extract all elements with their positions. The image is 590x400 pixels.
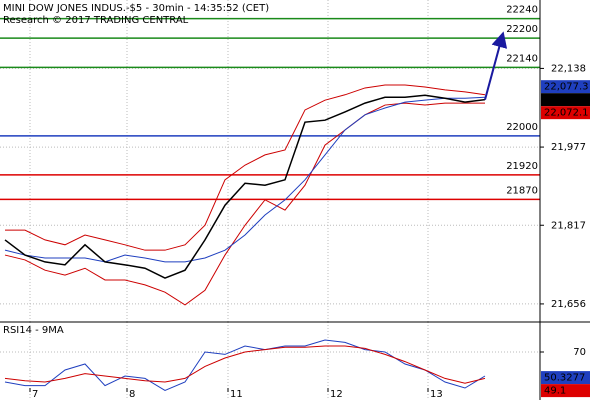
price-tag-label: 22,072.1 bbox=[544, 108, 589, 119]
series-line bbox=[4, 94, 486, 279]
y-tick-label: 22,138 bbox=[551, 63, 586, 74]
series-line bbox=[5, 84, 486, 251]
x-tick-label: 7 bbox=[32, 389, 38, 400]
chart-title: MINI DOW JONES INDUS.-$5 - 30min - 14:35… bbox=[3, 3, 269, 14]
level-label: 22000 bbox=[506, 122, 538, 133]
price-tag-label: 22,074 bbox=[544, 95, 579, 106]
price-tag-label: 49.1 bbox=[544, 386, 566, 397]
series-line bbox=[4, 339, 486, 391]
x-tick-label: 8 bbox=[129, 389, 135, 400]
level-label: 22140 bbox=[506, 53, 538, 64]
price-tag bbox=[541, 93, 590, 107]
series-line bbox=[4, 102, 485, 306]
price-tag bbox=[541, 384, 590, 398]
x-tick-label: 12 bbox=[330, 389, 343, 400]
series-line bbox=[4, 96, 486, 263]
level-label: 21920 bbox=[506, 161, 538, 172]
price-tag bbox=[541, 106, 590, 120]
x-tick-label: 11 bbox=[230, 389, 243, 400]
y-tick-label: 21,977 bbox=[551, 142, 586, 153]
y-tick-label: 21,817 bbox=[551, 220, 586, 231]
level-label: 22200 bbox=[506, 24, 538, 35]
y-tick-label: 70 bbox=[573, 347, 586, 358]
chart-subtitle: Research © 2017 TRADING CENTRAL bbox=[3, 15, 189, 26]
y-tick-label: 21,656 bbox=[551, 299, 586, 310]
x-tick-label: 13 bbox=[430, 389, 443, 400]
price-tag-label: 22,077.3 bbox=[544, 82, 589, 93]
chart-title: RSI14 - 9MA bbox=[3, 325, 64, 336]
series-line bbox=[4, 345, 486, 384]
price-tag bbox=[541, 80, 590, 94]
price-tag bbox=[541, 371, 590, 385]
forecast-arrow bbox=[484, 31, 508, 100]
level-label: 21870 bbox=[506, 185, 538, 196]
level-label: 22240 bbox=[506, 5, 538, 16]
price-tag-label: 50.3277 bbox=[544, 373, 585, 384]
